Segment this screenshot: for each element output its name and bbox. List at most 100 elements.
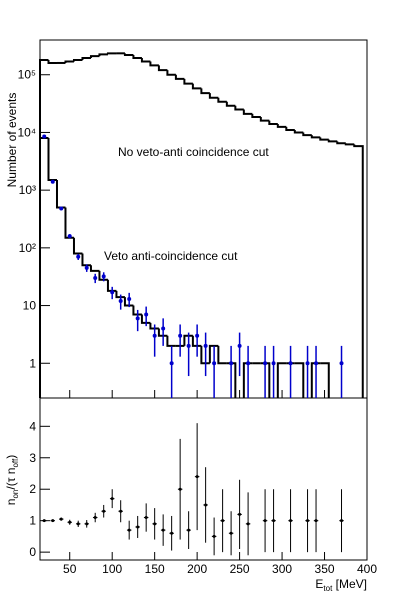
histogram-bin — [268, 120, 278, 126]
data-point — [339, 361, 344, 366]
data-point — [246, 361, 251, 366]
x-tick-label: 300 — [272, 562, 292, 576]
data-point — [93, 516, 97, 520]
data-point — [76, 522, 80, 526]
histogram-bin — [242, 109, 253, 115]
data-point — [178, 487, 182, 491]
data-point — [314, 361, 319, 366]
data-point — [127, 528, 131, 532]
histogram-bin — [47, 138, 57, 181]
histogram-bin — [302, 132, 312, 137]
histogram-bin — [123, 297, 134, 307]
histogram-bin — [310, 135, 321, 139]
histogram-bin — [55, 179, 66, 209]
y-axis-label-part: n — [4, 499, 18, 506]
data-point — [305, 361, 310, 366]
histogram-bin — [319, 137, 329, 141]
y-axis-label-part: off — [11, 458, 20, 468]
x-tick-label: 200 — [187, 562, 207, 576]
y-tick-label: 4 — [29, 419, 36, 433]
data-point — [272, 519, 276, 523]
data-point — [84, 265, 89, 270]
x-tick-label: 350 — [315, 562, 335, 576]
histogram-bin — [47, 60, 57, 64]
x-tick-label: 50 — [63, 562, 77, 576]
data-point — [127, 296, 132, 301]
histogram-bin — [132, 54, 142, 60]
histogram-bin — [327, 139, 338, 143]
data-point — [271, 361, 276, 366]
histogram-bin — [353, 144, 364, 398]
data-point — [212, 361, 217, 366]
data-point — [203, 343, 208, 348]
histogram-bin — [200, 345, 210, 365]
y-axis-label-part: ) — [4, 455, 18, 459]
data-point — [76, 254, 81, 259]
histogram-bin — [183, 78, 193, 85]
data-point — [229, 361, 234, 366]
data-point — [144, 312, 149, 317]
y-tick-label: 10³ — [19, 183, 36, 197]
histogram-bin — [64, 60, 74, 63]
histogram-bin — [39, 137, 49, 398]
data-point — [340, 519, 344, 523]
data-point — [85, 522, 89, 526]
histogram-bin — [149, 322, 159, 330]
data-point — [42, 134, 47, 139]
histogram-bin — [140, 58, 151, 63]
histogram-bin — [166, 70, 176, 76]
data-point — [110, 497, 114, 501]
data-point — [144, 516, 148, 520]
y-tick-label: 3 — [29, 451, 36, 465]
histogram-bin — [89, 265, 100, 272]
histogram-bin — [72, 59, 83, 62]
data-point — [263, 519, 267, 523]
data-point — [101, 274, 106, 279]
y-axis-label: Number of events — [5, 93, 19, 188]
y-tick-label: 1 — [29, 514, 36, 528]
histogram-bin — [149, 61, 159, 67]
annotation: No veto-anti coincidence cut — [118, 145, 269, 159]
x-axis-label-part: E — [315, 577, 323, 591]
x-tick-label: 150 — [145, 562, 165, 576]
x-tick-label: 400 — [357, 562, 377, 576]
histogram-bin — [39, 59, 49, 398]
y-axis-label-part: on — [11, 490, 20, 499]
histogram-bin — [320, 362, 330, 398]
y-tick-label: 2 — [29, 482, 36, 496]
data-point — [119, 509, 123, 513]
histogram-bin — [285, 126, 295, 132]
histogram-bin — [208, 344, 219, 364]
histogram-bin — [140, 314, 151, 324]
data-point — [212, 534, 216, 538]
data-point — [289, 519, 293, 523]
histogram-bin — [200, 88, 210, 95]
data-point — [110, 290, 115, 295]
histogram-bin — [157, 328, 168, 337]
data-point — [50, 179, 55, 184]
data-point — [178, 333, 183, 338]
histogram-bin — [106, 52, 117, 55]
data-point — [306, 519, 310, 523]
histogram-bin — [166, 335, 176, 347]
data-point — [93, 276, 98, 281]
histogram-bin — [344, 143, 355, 146]
histogram-bin — [276, 124, 287, 128]
x-axis-label-part: tot — [323, 584, 333, 593]
histogram-bin — [217, 345, 227, 365]
y-tick-label: 0 — [29, 545, 36, 559]
data-point — [195, 333, 200, 338]
x-axis-label-part: [MeV] — [332, 577, 367, 591]
annotation: Veto anti-coincidence cut — [104, 249, 238, 263]
data-point — [169, 361, 174, 366]
x-tick-label: 100 — [102, 562, 122, 576]
histogram-bin — [259, 117, 270, 122]
data-point — [161, 326, 166, 331]
y-tick-label: 10 — [23, 299, 37, 313]
histogram-bin — [123, 53, 134, 56]
data-point — [238, 512, 242, 516]
histogram-bin — [98, 53, 108, 57]
histogram-bin — [106, 279, 117, 292]
histogram-bin — [293, 130, 304, 134]
